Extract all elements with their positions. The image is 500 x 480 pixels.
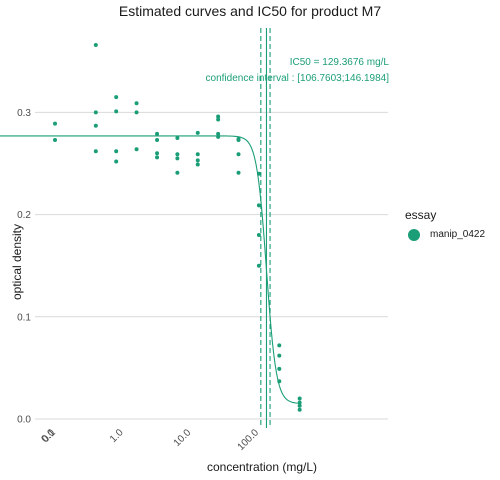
data-point <box>175 135 180 140</box>
data-point <box>236 170 241 175</box>
data-point <box>155 151 160 156</box>
y-tick-label: 0.2 <box>17 210 31 221</box>
data-point <box>175 152 180 157</box>
data-point <box>216 114 221 119</box>
x-tick-label: 1.0 <box>108 427 126 445</box>
data-point <box>277 353 282 358</box>
ic50-lines <box>260 28 271 428</box>
data-point <box>195 152 200 157</box>
data-point <box>256 263 261 268</box>
data-point <box>277 366 282 371</box>
data-point <box>93 123 98 128</box>
x-tick-label: 0.1 <box>40 427 58 445</box>
x-tick-label: 100.0 <box>236 427 262 453</box>
data-point <box>53 137 57 142</box>
fitted-curve <box>0 135 300 404</box>
x-axis-ticks: 0.00.1 1.0 10.0 100.0 <box>40 427 262 453</box>
data-point <box>297 407 302 412</box>
x-tick-label: 10.0 <box>172 427 194 449</box>
fitted-curve-path <box>0 135 300 404</box>
data-point <box>155 155 160 160</box>
data-points <box>53 42 302 412</box>
data-point <box>175 170 180 175</box>
confidence-interval-annotation: confidence interval : [106.7603;146.1984… <box>206 73 390 84</box>
data-point <box>297 403 302 408</box>
y-axis-ticks: 0.0 0.1 0.2 0.3 <box>17 108 31 426</box>
data-point <box>114 95 119 100</box>
data-point <box>256 171 261 176</box>
data-point <box>216 131 221 136</box>
data-point <box>195 162 200 167</box>
data-point <box>277 379 282 384</box>
data-point <box>114 159 119 164</box>
data-point <box>216 117 221 122</box>
data-point <box>93 110 98 115</box>
data-point <box>155 137 160 142</box>
chart-title: Estimated curves and IC50 for product M7 <box>118 3 382 19</box>
y-axis-label-wrap: optical density <box>2 222 32 302</box>
data-point <box>114 149 119 154</box>
data-point <box>297 400 302 405</box>
legend-label: manip_0422 <box>430 229 486 240</box>
y-axis-label: optical density <box>10 223 24 301</box>
gridlines <box>35 111 388 420</box>
data-point <box>195 158 200 163</box>
data-point <box>134 110 139 115</box>
data-point <box>134 101 139 106</box>
data-point <box>256 203 261 208</box>
data-point <box>134 147 139 152</box>
y-tick-label: 0.0 <box>17 415 31 426</box>
data-point <box>175 156 180 161</box>
data-point <box>256 233 261 238</box>
legend-key-dot <box>408 229 420 241</box>
data-point <box>93 149 98 154</box>
data-point <box>53 121 57 126</box>
data-point <box>216 134 221 139</box>
data-point <box>277 343 282 348</box>
data-point <box>236 152 241 157</box>
data-point <box>114 109 119 114</box>
legend-title: essay <box>405 208 437 222</box>
ic50-annotation: IC50 = 129.3676 mg/L <box>290 57 390 68</box>
y-tick-label: 0.1 <box>17 312 31 323</box>
data-point <box>236 137 241 142</box>
data-point <box>297 396 302 401</box>
y-tick-label: 0.3 <box>17 108 31 119</box>
data-point <box>195 130 200 135</box>
data-point <box>155 131 160 136</box>
data-point <box>93 42 98 47</box>
x-axis-label: concentration (mg/L) <box>206 460 318 474</box>
